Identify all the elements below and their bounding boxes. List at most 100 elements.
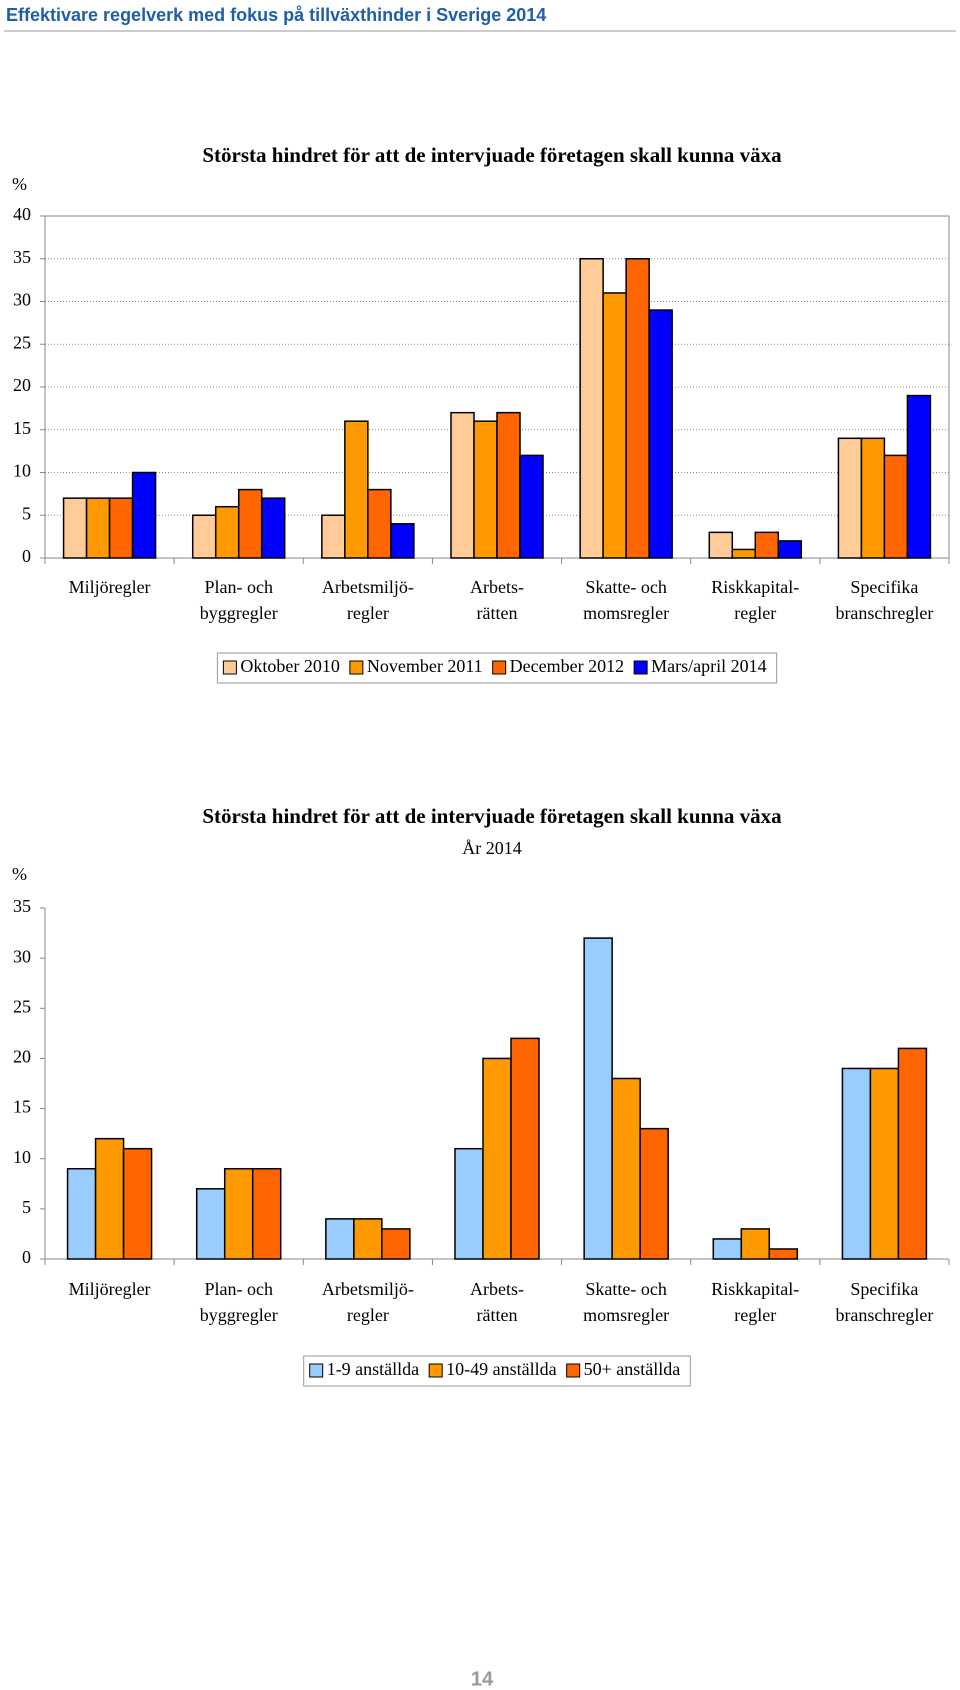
y-tick-label: 15 <box>13 1097 31 1117</box>
bar <box>712 1238 743 1260</box>
legend-label: 10-49 anställda <box>446 1359 556 1379</box>
bar <box>883 454 909 559</box>
bar <box>353 1218 383 1260</box>
bar <box>390 523 415 559</box>
bar <box>648 309 673 559</box>
bar <box>62 497 88 559</box>
bar <box>473 420 498 559</box>
legend-box <box>303 1355 691 1387</box>
y-tick-label: 0 <box>22 1247 31 1267</box>
legend-swatch <box>566 1363 581 1378</box>
bar <box>66 1167 97 1260</box>
y-tick-label: 15 <box>13 418 31 438</box>
page-number: 14 <box>471 1668 494 1690</box>
legend-label: November 2011 <box>367 656 483 676</box>
bar <box>740 1228 771 1260</box>
bar <box>344 420 369 559</box>
x-tick-label: Arbets-rätten <box>470 577 524 623</box>
chart-title: Största hindret för att de intervjuade f… <box>202 143 782 167</box>
bar <box>639 1127 669 1260</box>
x-tick-label: Riskkapital-regler <box>711 577 799 623</box>
y-tick-label: 30 <box>13 290 31 310</box>
bar <box>897 1047 928 1260</box>
bar <box>108 497 134 559</box>
legend-label: December 2012 <box>510 656 624 676</box>
legend-swatch <box>492 660 507 675</box>
bar <box>94 1137 125 1260</box>
y-tick-label: 5 <box>22 503 31 523</box>
legend-swatch <box>428 1363 443 1378</box>
y-tick-label: 20 <box>13 375 31 395</box>
bar <box>195 1188 226 1260</box>
y-tick-label: 30 <box>13 946 31 966</box>
legend-swatch <box>222 660 237 675</box>
x-tick-label: Arbetsmiljö-regler <box>322 577 414 623</box>
bar <box>510 1037 540 1260</box>
legend-swatch <box>633 660 648 675</box>
bar <box>869 1067 900 1260</box>
x-tick-label: Miljöregler <box>69 577 151 597</box>
bar <box>237 488 263 559</box>
x-tick-label: Skatte- och momsregler <box>583 577 669 623</box>
y-tick-label: 40 <box>13 204 31 224</box>
bar <box>625 258 650 559</box>
y-axis-label: % <box>12 174 27 194</box>
legend-label: 50+ anställda <box>584 1359 681 1379</box>
bar <box>122 1147 153 1260</box>
legend-swatch <box>349 660 364 675</box>
bar <box>777 540 803 559</box>
x-tick-label: Specifika branschregler <box>835 1279 933 1325</box>
chart-subtitle: År 2014 <box>462 838 522 858</box>
x-tick-label: Miljöregler <box>69 1279 151 1299</box>
y-tick-label: 25 <box>13 996 31 1016</box>
y-tick-label: 10 <box>13 1147 31 1167</box>
bar <box>85 497 111 559</box>
x-tick-label: Plan- och byggregler <box>200 577 278 623</box>
header-title: Effektivare regelverk med fokus på tillv… <box>6 5 546 25</box>
bar <box>223 1167 254 1260</box>
bar <box>583 937 613 1260</box>
legend-box <box>216 652 778 684</box>
bar <box>754 531 780 559</box>
chart-title: Största hindret för att de intervjuade f… <box>202 804 782 828</box>
x-tick-label: Riskkapital-regler <box>711 1279 799 1325</box>
bar <box>450 411 475 559</box>
x-tick-label: Arbetsmiljö-regler <box>322 1279 414 1325</box>
bar <box>131 471 157 559</box>
legend-label: Oktober 2010 <box>240 656 339 676</box>
legend-label: Mars/april 2014 <box>651 656 766 676</box>
bar <box>454 1147 484 1260</box>
bar <box>251 1167 282 1260</box>
bar <box>611 1077 641 1260</box>
bar <box>837 437 863 559</box>
y-tick-label: 25 <box>13 332 31 352</box>
y-tick-label: 20 <box>13 1047 31 1067</box>
x-tick-label: Specifika branschregler <box>835 577 933 623</box>
y-axis-label: % <box>12 864 27 884</box>
legend-swatch <box>309 1363 324 1378</box>
x-tick-label: Skatte- och momsregler <box>583 1279 669 1325</box>
bar <box>325 1218 355 1260</box>
bar <box>321 514 346 559</box>
x-tick-label: Arbets-rätten <box>470 1279 524 1325</box>
bar <box>214 505 240 559</box>
y-tick-label: 5 <box>22 1197 31 1217</box>
bar <box>602 292 627 559</box>
legend-label: 1-9 anställda <box>327 1359 419 1379</box>
bar <box>906 394 932 559</box>
y-tick-label: 35 <box>13 896 31 916</box>
bar <box>731 548 757 559</box>
y-tick-label: 10 <box>13 461 31 481</box>
bar <box>519 454 544 559</box>
bar <box>381 1228 411 1260</box>
y-tick-label: 35 <box>13 247 31 267</box>
bar <box>260 497 286 559</box>
bar <box>708 531 734 559</box>
bar <box>191 514 217 559</box>
bar <box>860 437 886 559</box>
bar <box>496 411 521 559</box>
bar <box>579 258 604 559</box>
bar <box>768 1248 799 1260</box>
y-tick-label: 0 <box>22 546 31 566</box>
